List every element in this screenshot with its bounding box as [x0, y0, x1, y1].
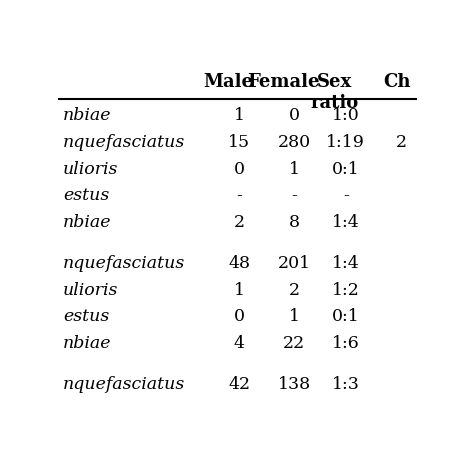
Text: 1:3: 1:3	[332, 376, 360, 393]
Text: Male: Male	[203, 73, 253, 91]
Text: 1: 1	[289, 161, 300, 178]
Text: 4: 4	[234, 335, 245, 352]
Text: 1:0: 1:0	[332, 107, 360, 124]
Text: estus: estus	[63, 187, 109, 204]
Text: 0: 0	[234, 309, 245, 326]
Text: -: -	[292, 187, 297, 204]
Text: -: -	[343, 187, 349, 204]
Text: 1: 1	[234, 282, 245, 299]
Text: 8: 8	[289, 214, 300, 231]
Text: nquefasciatus: nquefasciatus	[63, 376, 185, 393]
Text: 15: 15	[228, 134, 250, 151]
Text: nbiae: nbiae	[63, 214, 111, 231]
Text: nbiae: nbiae	[63, 335, 111, 352]
Text: 0:1: 0:1	[332, 161, 360, 178]
Text: 1:19: 1:19	[326, 134, 365, 151]
Text: Ch: Ch	[383, 73, 411, 91]
Text: 280: 280	[278, 134, 311, 151]
Text: 0: 0	[234, 161, 245, 178]
Text: 0:1: 0:1	[332, 309, 360, 326]
Text: nbiae: nbiae	[63, 107, 111, 124]
Text: 201: 201	[278, 255, 311, 272]
Text: ulioris: ulioris	[63, 282, 118, 299]
Text: 1:4: 1:4	[332, 255, 360, 272]
Text: estus: estus	[63, 309, 109, 326]
Text: 22: 22	[283, 335, 305, 352]
Text: 42: 42	[228, 376, 250, 393]
Text: 1:6: 1:6	[332, 335, 360, 352]
Text: Female: Female	[247, 73, 319, 91]
Text: 2: 2	[395, 134, 406, 151]
Text: -: -	[237, 187, 242, 204]
Text: nquefasciatus: nquefasciatus	[63, 134, 185, 151]
Text: nquefasciatus: nquefasciatus	[63, 255, 185, 272]
Text: 2: 2	[289, 282, 300, 299]
Text: 1: 1	[234, 107, 245, 124]
Text: ulioris: ulioris	[63, 161, 118, 178]
Text: 1: 1	[289, 309, 300, 326]
Text: Sex
ratio: Sex ratio	[310, 73, 359, 112]
Text: 1:2: 1:2	[332, 282, 360, 299]
Text: 1:4: 1:4	[332, 214, 360, 231]
Text: 48: 48	[228, 255, 250, 272]
Text: 2: 2	[234, 214, 245, 231]
Text: 0: 0	[289, 107, 300, 124]
Text: 138: 138	[278, 376, 311, 393]
